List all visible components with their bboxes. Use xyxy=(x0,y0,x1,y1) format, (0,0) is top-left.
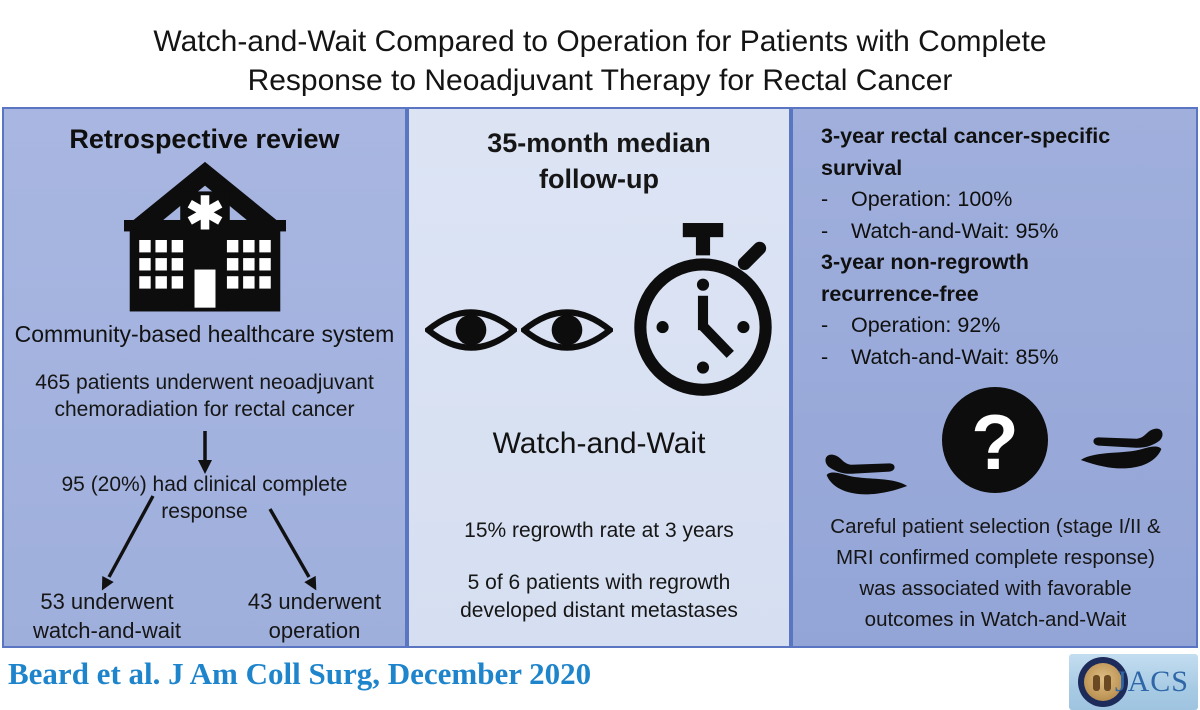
title-line-1: Watch-and-Wait Compared to Operation for… xyxy=(153,25,1047,58)
regrowth-heading-line-2: recurrence-free xyxy=(821,281,979,306)
eye-icon xyxy=(519,299,615,366)
dash-bullet: - xyxy=(821,313,829,337)
panel-row: Retrospective review xyxy=(2,107,1198,648)
survival-heading-line-2: survival xyxy=(821,155,903,180)
title-line-2: Response to Neoadjuvant Therapy for Rect… xyxy=(247,64,953,97)
dash-bullet: - xyxy=(821,344,829,369)
survival-bullet-watch-and-wait: - Watch-and-Wait: 95% xyxy=(821,216,1185,248)
middle-panel-heading: 35-month median follow-up xyxy=(487,128,711,194)
outcome-operation: 43 underwent operation xyxy=(247,589,382,643)
regrowth-bullet-watch-and-wait: - Watch-and-Wait: 85% xyxy=(821,342,1185,374)
jacs-logo: JACS xyxy=(1069,654,1198,710)
outcome-statistics: 3-year rectal cancer-specific survival -… xyxy=(821,121,1185,373)
question-mark: ? xyxy=(971,398,1019,486)
selection-caption: Careful patient selection (stage I/II & … xyxy=(830,515,1161,631)
panel-outcomes: 3-year rectal cancer-specific survival -… xyxy=(791,107,1198,648)
panel-follow-up: 35-month median follow-up xyxy=(407,107,791,648)
dash-bullet: - xyxy=(821,218,829,243)
down-arrow-icon xyxy=(193,429,217,480)
left-panel-heading: Retrospective review xyxy=(69,124,340,154)
page-title: Watch-and-Wait Compared to Operation for… xyxy=(0,22,1200,100)
outcome-watch-and-wait: 53 underwent watch-and-wait xyxy=(33,589,181,643)
regrowth-heading-line-1: 3-year non-regrowth xyxy=(821,250,1029,274)
survival-heading-line-1: 3-year rectal cancer-specific xyxy=(821,124,1111,148)
survival-bullet-operation: - Operation: 100% xyxy=(821,184,1185,216)
question-circle-icon: ? xyxy=(940,385,1050,500)
flow-step-465-patients: 465 patients underwent neoadjuvant chemo… xyxy=(35,371,374,421)
receiving-hand-icon xyxy=(1051,419,1183,482)
citation: Beard et al. J Am Coll Surg, December 20… xyxy=(8,656,592,691)
branch-arrows xyxy=(101,495,317,591)
panel-retrospective-review: Retrospective review xyxy=(2,107,407,648)
giving-hand-icon xyxy=(805,445,937,508)
acs-seal-icon xyxy=(1078,657,1128,707)
left-panel-subheading: Community-based healthcare system xyxy=(14,321,395,347)
dash-bullet: - xyxy=(821,187,829,211)
regrowth-rate-stat: 15% regrowth rate at 3 years xyxy=(464,519,734,542)
watch-and-wait-label: Watch-and-Wait xyxy=(492,427,706,460)
regrowth-bullet-operation: - Operation: 92% xyxy=(821,310,1185,342)
jacs-wordmark: JACS xyxy=(1114,665,1189,698)
stopwatch-icon xyxy=(627,221,779,418)
eye-icon xyxy=(423,299,519,366)
flow-step-complete-response: 95 (20%) had clinical complete response xyxy=(61,473,348,523)
metastases-stat: 5 of 6 patients with regrowth developed … xyxy=(460,571,738,622)
hospital-icon xyxy=(107,159,302,326)
